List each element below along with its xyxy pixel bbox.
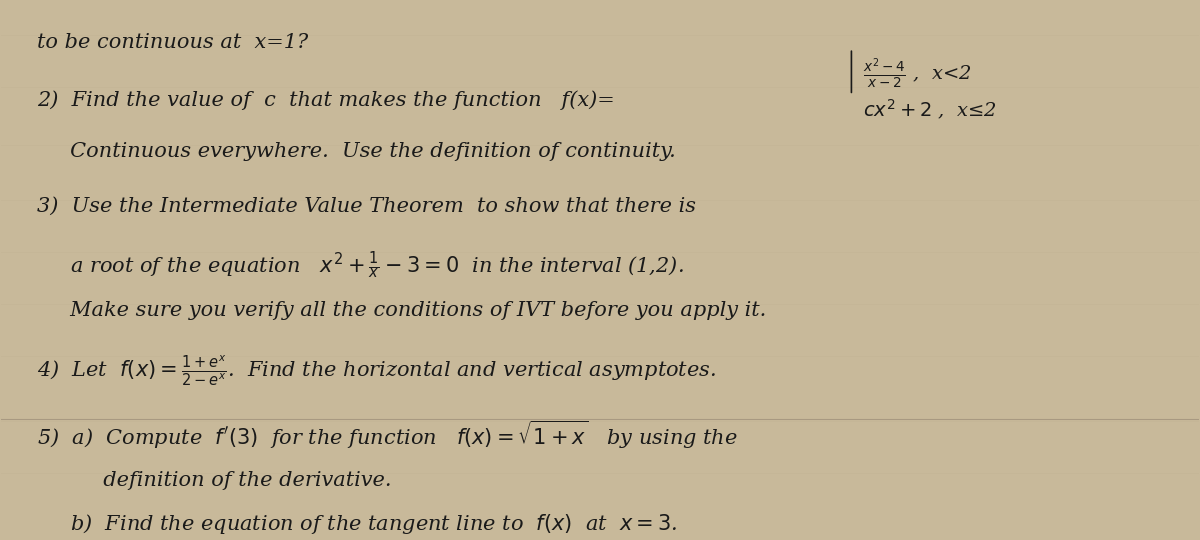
Text: 4)  Let  $f(x)=\frac{1+e^x}{2-e^x}$.  Find the horizontal and vertical asymptote: 4) Let $f(x)=\frac{1+e^x}{2-e^x}$. Find … bbox=[37, 353, 716, 388]
Text: 5)  a)  Compute  $f'(3)$  for the function   $f(x)=\sqrt{1+x}$   by using the: 5) a) Compute $f'(3)$ for the function $… bbox=[37, 418, 738, 451]
Text: $cx^2+2$ ,  x≤2: $cx^2+2$ , x≤2 bbox=[863, 98, 997, 122]
Text: $\frac{x^2-4}{x-2}$ ,  x<2: $\frac{x^2-4}{x-2}$ , x<2 bbox=[863, 56, 972, 91]
Text: to be continuous at  x=1?: to be continuous at x=1? bbox=[37, 33, 308, 52]
Text: Make sure you verify all the conditions of IVT before you apply it.: Make sure you verify all the conditions … bbox=[37, 301, 767, 320]
Text: 2)  Find the value of  c  that makes the function   f(x)=: 2) Find the value of c that makes the fu… bbox=[37, 90, 616, 110]
Text: b)  Find the equation of the tangent line to  $f(x)$  at  $x=3$.: b) Find the equation of the tangent line… bbox=[37, 512, 678, 537]
Text: 3)  Use the Intermediate Value Theorem  to show that there is: 3) Use the Intermediate Value Theorem to… bbox=[37, 197, 696, 216]
Text: definition of the derivative.: definition of the derivative. bbox=[37, 471, 392, 490]
Text: Continuous everywhere.  Use the definition of continuity.: Continuous everywhere. Use the definitio… bbox=[37, 142, 676, 161]
Text: a root of the equation   $x^2+\frac{1}{x}-3=0$  in the interval (1,2).: a root of the equation $x^2+\frac{1}{x}-… bbox=[37, 249, 684, 281]
